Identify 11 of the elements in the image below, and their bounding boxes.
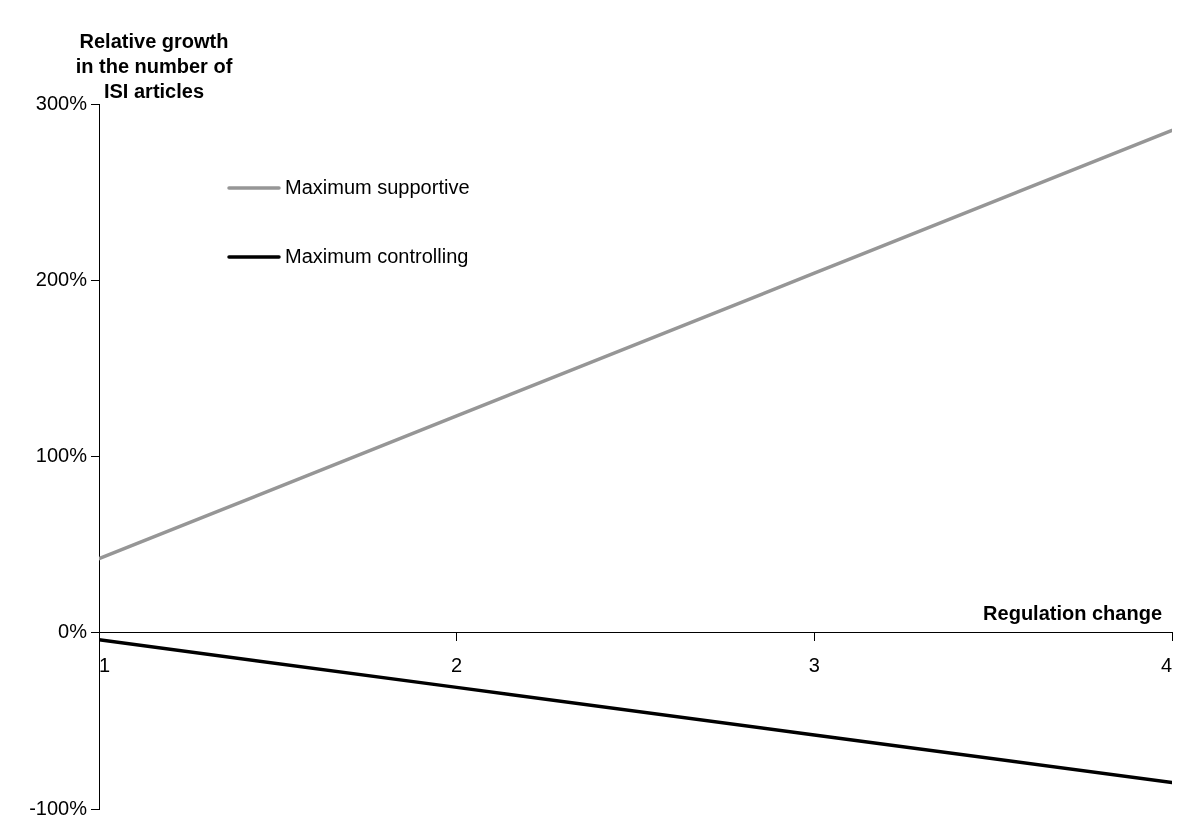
x-tick-label: 4 [1160,654,1172,677]
x-axis-title: Regulation change [983,602,1162,625]
x-tick-label: 3 [808,654,820,677]
legend-label: Maximum controlling [285,244,469,267]
y-tick-label: 100% [35,444,88,467]
y-tick-label: 200% [35,267,88,290]
x-tick-label: 2 [451,654,463,677]
y-tick-label: 0% [58,620,88,643]
x-tick-label: 1 [99,654,111,677]
legend-label: Maximum supportive [285,175,470,198]
y-tick-label: -100% [29,796,88,819]
